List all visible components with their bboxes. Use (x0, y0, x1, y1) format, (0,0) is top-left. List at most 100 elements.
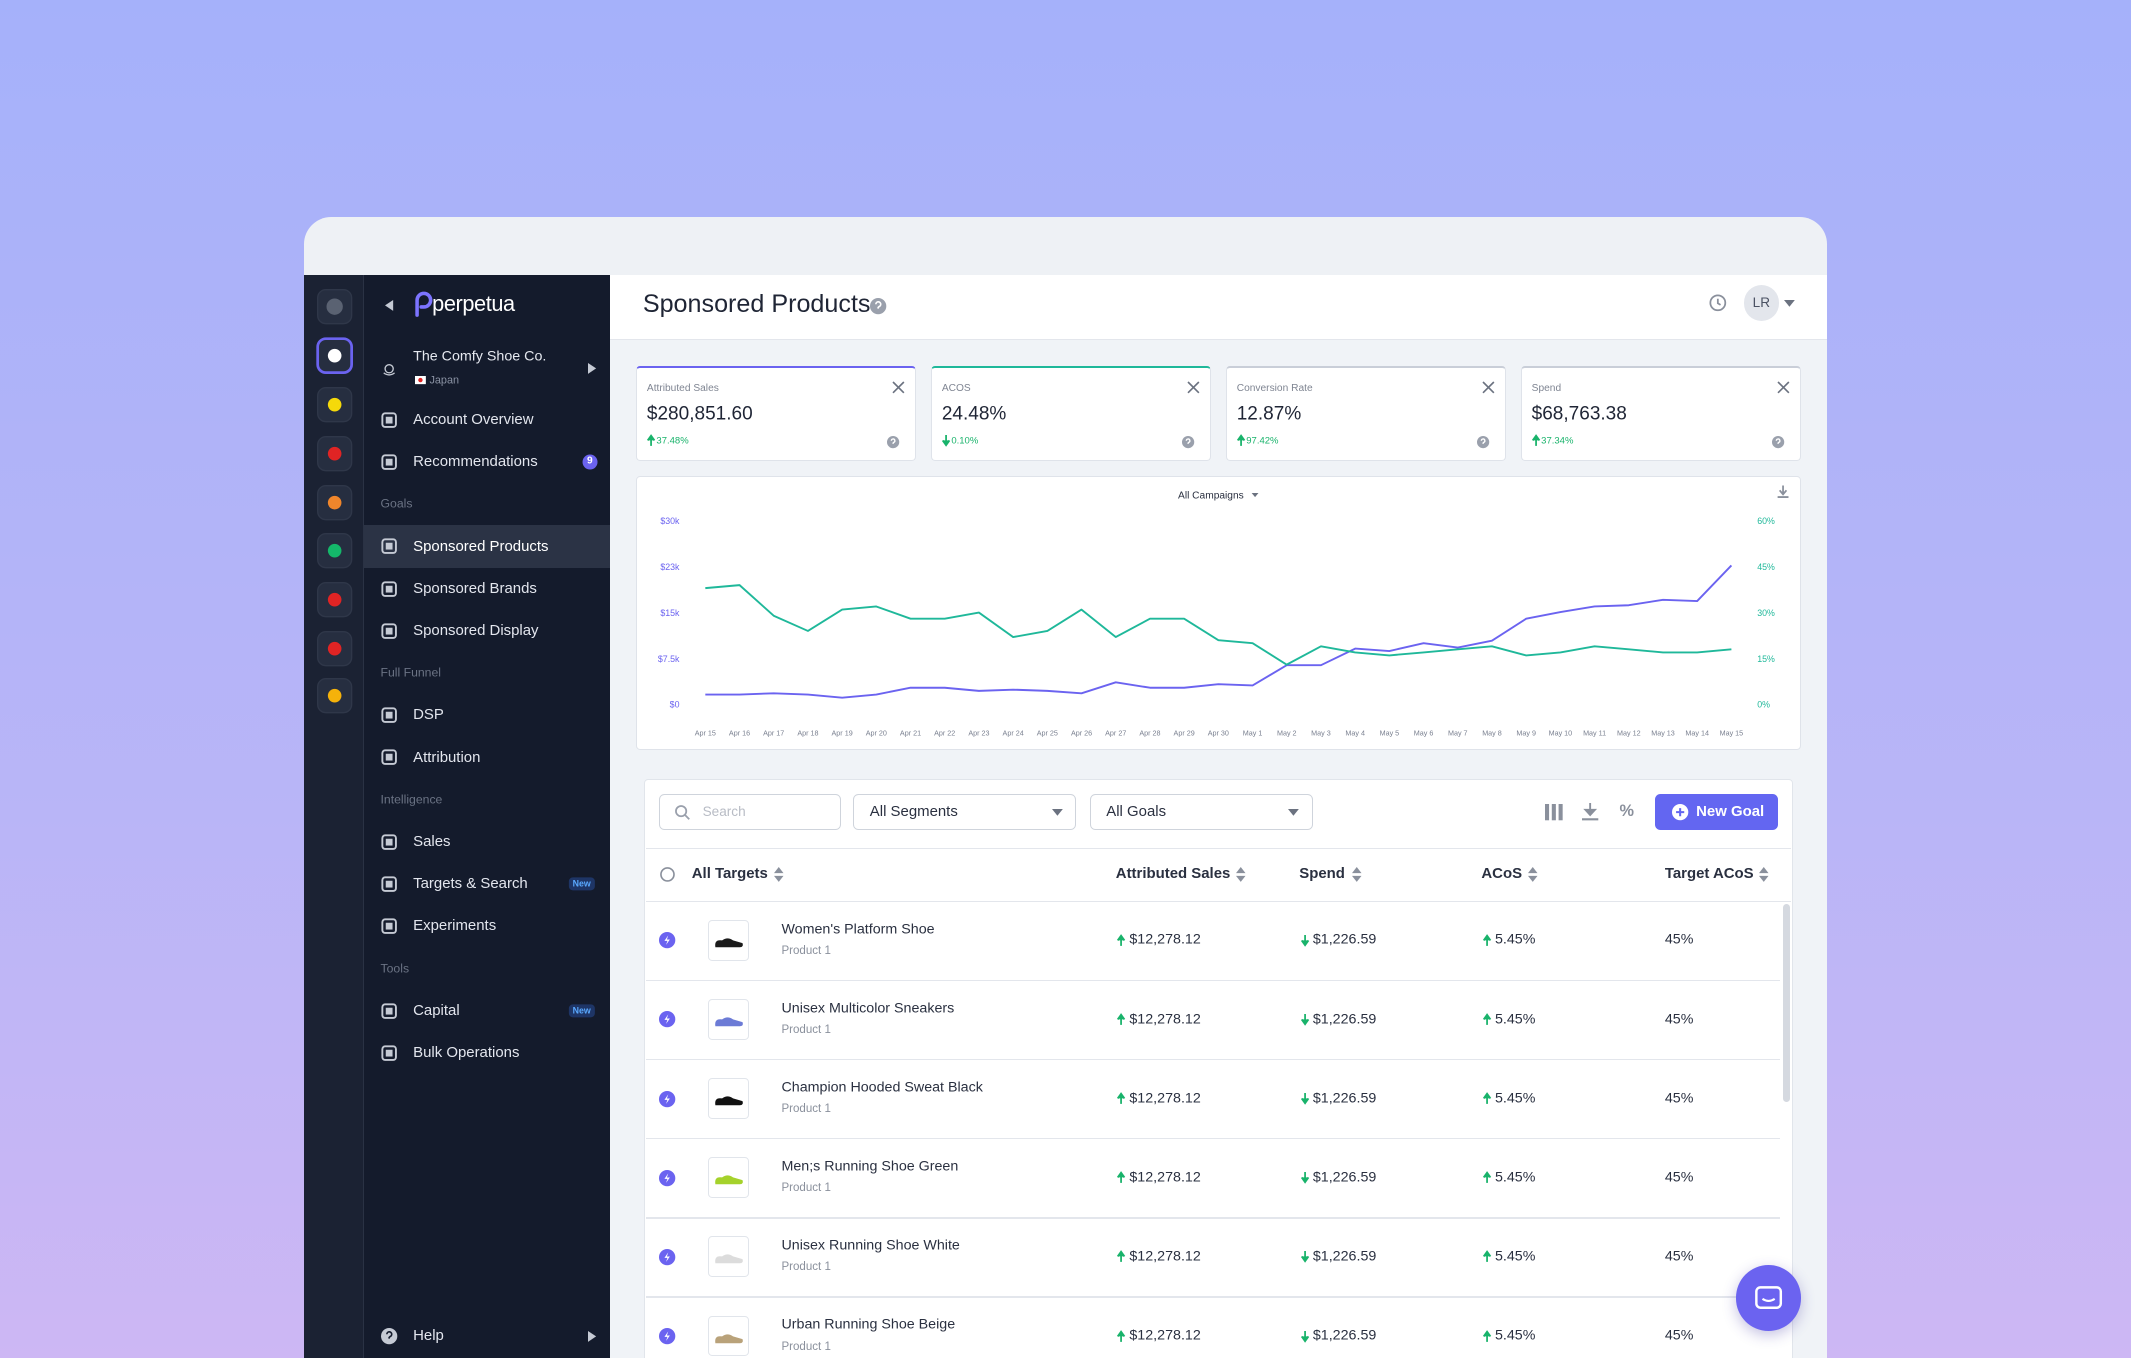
cell-value: 45% (1664, 1327, 1694, 1344)
collapse-arrow[interactable] (384, 300, 393, 312)
trend-arrow (1300, 1330, 1309, 1343)
x-tick-label: May 15 (1720, 728, 1744, 737)
column-header[interactable]: ACoS (1481, 864, 1523, 882)
nav-icon (380, 707, 397, 724)
column-header[interactable]: All Targets (691, 864, 768, 882)
history-icon[interactable] (1709, 294, 1727, 312)
nav-item[interactable]: Sponsored Brands (413, 579, 537, 597)
kpi-close[interactable] (892, 381, 905, 394)
percent-toggle[interactable]: % (1619, 802, 1635, 821)
goal-status[interactable] (659, 1011, 676, 1028)
kpi-card (1520, 365, 1801, 461)
sort-icon[interactable] (773, 867, 784, 883)
cell-value: 5.45% (1494, 1327, 1536, 1344)
series-line (705, 583, 1732, 666)
nav-item[interactable]: Sales (413, 832, 451, 850)
product-subtitle: Product 1 (781, 1261, 831, 1274)
filter-dropdown[interactable] (853, 793, 1077, 831)
cell-value: 45% (1664, 1248, 1694, 1265)
product-name[interactable]: Unisex Multicolor Sneakers (781, 1000, 955, 1017)
column-header[interactable]: Attributed Sales (1115, 864, 1231, 882)
x-tick-label: May 8 (1482, 728, 1502, 737)
nav-heading: Full Funnel (380, 665, 441, 680)
rail-app[interactable] (316, 581, 352, 617)
y2-tick-label: 30% (1757, 608, 1775, 618)
rail-app[interactable] (316, 387, 352, 423)
product-subtitle: Product 1 (781, 945, 831, 958)
rail-app[interactable] (316, 630, 352, 666)
product-name[interactable]: Women's Platform Shoe (781, 921, 935, 938)
nav-item[interactable]: Recommendations (413, 453, 538, 471)
goal-status[interactable] (659, 1248, 676, 1265)
kpi-close[interactable] (1777, 381, 1790, 394)
sort-icon[interactable] (1351, 867, 1362, 883)
search-icon (674, 804, 690, 820)
cell-value: $12,278.12 (1129, 931, 1201, 948)
account-icon (382, 363, 395, 376)
x-tick-label: Apr 17 (763, 728, 784, 737)
sort-icon[interactable] (1236, 867, 1246, 883)
account-switch[interactable] (588, 362, 597, 374)
kpi-label: ACOS (941, 382, 971, 394)
filter-dropdown[interactable] (1089, 793, 1313, 831)
chart-filter[interactable]: All Campaigns (1178, 490, 1244, 501)
product-name[interactable]: Urban Running Shoe Beige (781, 1316, 956, 1333)
product-name[interactable]: Men;s Running Shoe Green (781, 1158, 959, 1175)
product-name[interactable]: Champion Hooded Sweat Black (781, 1079, 983, 1096)
kpi-close[interactable] (1187, 381, 1200, 394)
row-divider (645, 1138, 1781, 1140)
sort-icon[interactable] (1759, 867, 1769, 883)
nav-item[interactable]: Sponsored Display (413, 621, 539, 639)
goal-status[interactable] (659, 1090, 676, 1107)
nav-item[interactable]: Capital (413, 1001, 460, 1019)
column-header[interactable]: Spend (1299, 864, 1345, 882)
scrollbar[interactable] (1783, 903, 1790, 1103)
trend-arrow (1482, 1092, 1491, 1105)
chat-launcher[interactable] (1735, 1265, 1801, 1331)
rail-app[interactable] (316, 678, 352, 714)
series-line (705, 564, 1733, 699)
nav-item[interactable]: Attribution (413, 748, 481, 766)
nav-icon (380, 834, 397, 850)
column-header[interactable]: Target ACoS (1664, 864, 1754, 882)
nav-item[interactable]: DSP (413, 706, 444, 724)
x-tick-label: May 7 (1448, 728, 1468, 737)
rail-app[interactable] (316, 436, 352, 472)
nav-item[interactable]: Bulk Operations (413, 1043, 520, 1061)
nav-item[interactable]: Experiments (413, 917, 497, 935)
kpi-help (1181, 435, 1194, 448)
trend-arrow (1531, 434, 1540, 446)
cell-value: $12,278.12 (1129, 1169, 1201, 1186)
rail-app[interactable] (316, 532, 352, 569)
goal-status[interactable] (659, 932, 676, 949)
rail-app[interactable] (315, 337, 353, 375)
nav-item[interactable]: Sponsored Products (413, 537, 549, 555)
product-name[interactable]: Unisex Running Shoe White (781, 1237, 960, 1254)
rail-app[interactable] (316, 485, 352, 521)
y2-tick-label: 15% (1757, 654, 1775, 664)
sort-icon[interactable] (1528, 867, 1538, 883)
download-icon[interactable] (1581, 803, 1599, 821)
nav-item[interactable]: Account Overview (413, 410, 534, 428)
trend-arrow (1117, 1329, 1126, 1342)
goal-status[interactable] (659, 1169, 676, 1186)
goal-status[interactable] (659, 1327, 676, 1345)
kpi-close[interactable] (1482, 381, 1495, 394)
select-all[interactable] (659, 867, 675, 882)
kpi-value: $68,763.38 (1531, 403, 1627, 425)
nav-heading: Intelligence (380, 792, 443, 807)
y-tick-label: $30k (660, 516, 680, 526)
product-subtitle: Product 1 (781, 1340, 831, 1353)
kpi-value: $280,851.60 (646, 403, 753, 425)
kpi-change: 0.10% (951, 435, 979, 447)
help-arrow[interactable] (588, 1330, 597, 1342)
help-link: Help (413, 1326, 444, 1344)
nav-icon (380, 412, 397, 428)
nav-item[interactable]: Targets & Search (413, 875, 528, 893)
rail-app[interactable] (316, 289, 352, 325)
columns-icon[interactable] (1544, 803, 1563, 821)
trend-arrow (1300, 1093, 1309, 1105)
y-tick-label: $15k (660, 608, 680, 618)
search-box[interactable] (659, 793, 842, 831)
trend-arrow (1482, 1171, 1491, 1184)
